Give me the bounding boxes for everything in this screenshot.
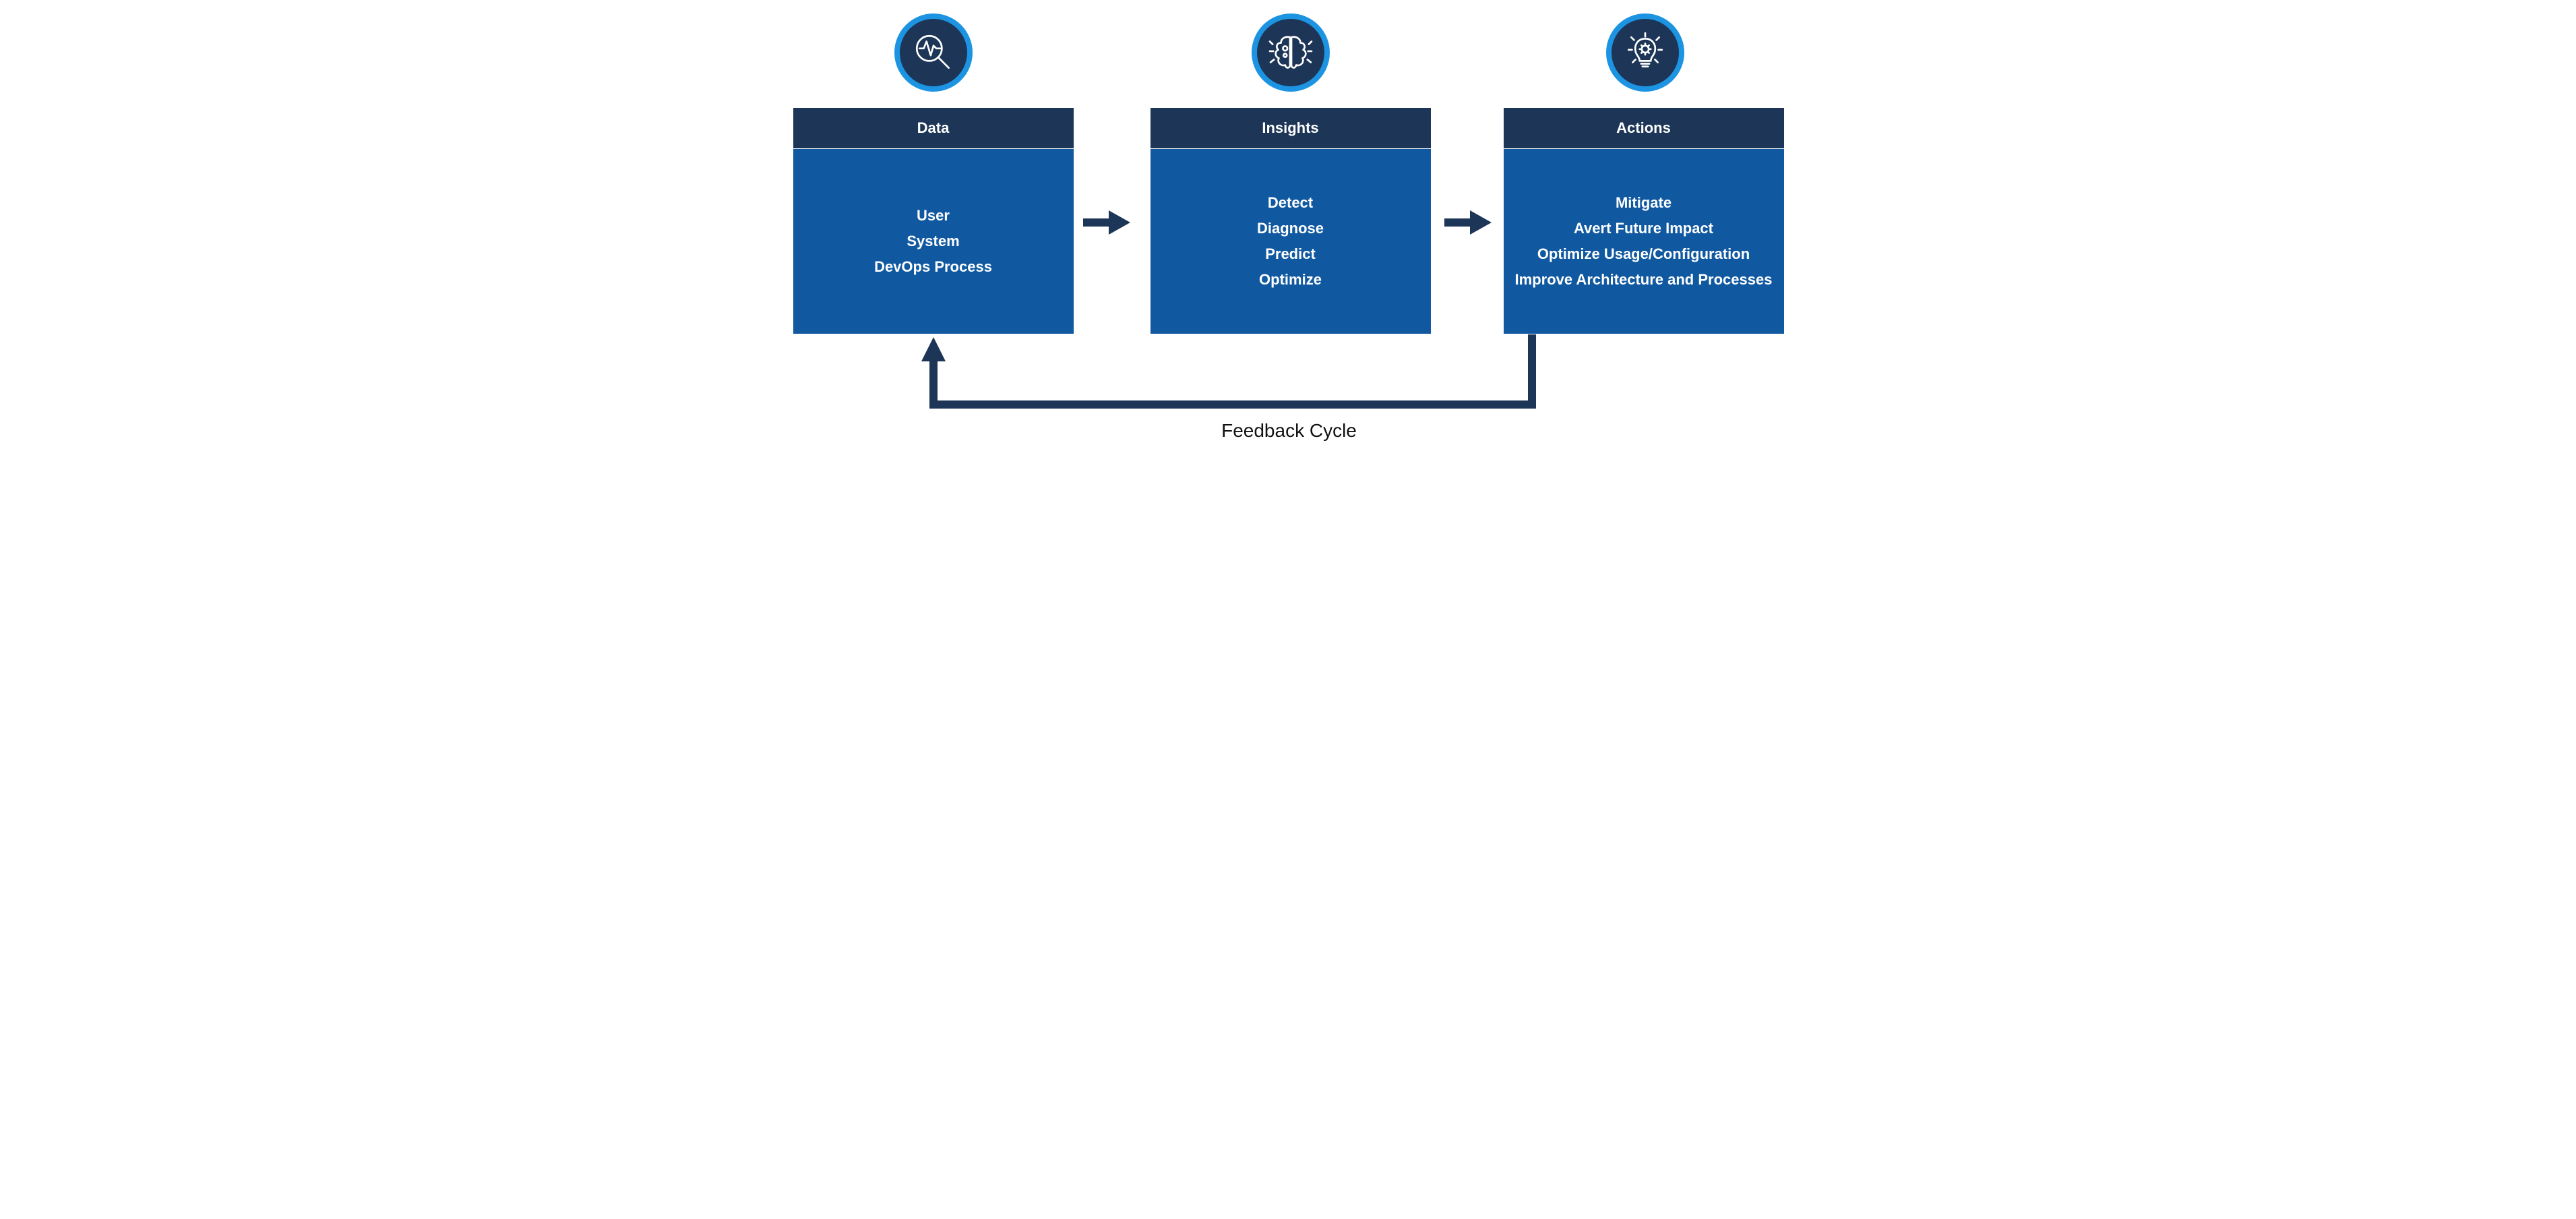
list-item: Avert Future Impact (1574, 218, 1713, 239)
brain-gears-icon (1252, 13, 1330, 92)
list-item: System (907, 231, 959, 252)
card-body-data: User System DevOps Process (793, 148, 1074, 334)
list-item: Detect (1268, 192, 1313, 214)
card-header-insights: Insights (1151, 108, 1431, 148)
diagram-canvas: Data User System DevOps Process Insights… (773, 0, 1804, 487)
magnifier-pulse-icon (894, 13, 973, 92)
card-data: Data User System DevOps Process (793, 108, 1074, 334)
feedback-cycle-label: Feedback Cycle (1188, 420, 1390, 442)
card-actions: Actions Mitigate Avert Future Impact Opt… (1504, 108, 1784, 334)
list-item: User (917, 205, 950, 227)
lightbulb-gear-icon (1606, 13, 1684, 92)
list-item: Optimize Usage/Configuration (1537, 243, 1750, 265)
card-insights: Insights Detect Diagnose Predict Optimiz… (1151, 108, 1431, 334)
list-item: Optimize (1259, 269, 1322, 291)
list-item: Improve Architecture and Processes (1515, 269, 1773, 291)
arrow-right-icon (1083, 209, 1130, 236)
card-header-actions: Actions (1504, 108, 1784, 148)
list-item: DevOps Process (874, 256, 992, 278)
list-item: Predict (1265, 243, 1316, 265)
list-item: Diagnose (1257, 218, 1324, 239)
arrow-right-icon (1444, 209, 1492, 236)
card-body-insights: Detect Diagnose Predict Optimize (1151, 148, 1431, 334)
card-body-actions: Mitigate Avert Future Impact Optimize Us… (1504, 148, 1784, 334)
card-header-data: Data (793, 108, 1074, 148)
list-item: Mitigate (1616, 192, 1672, 214)
